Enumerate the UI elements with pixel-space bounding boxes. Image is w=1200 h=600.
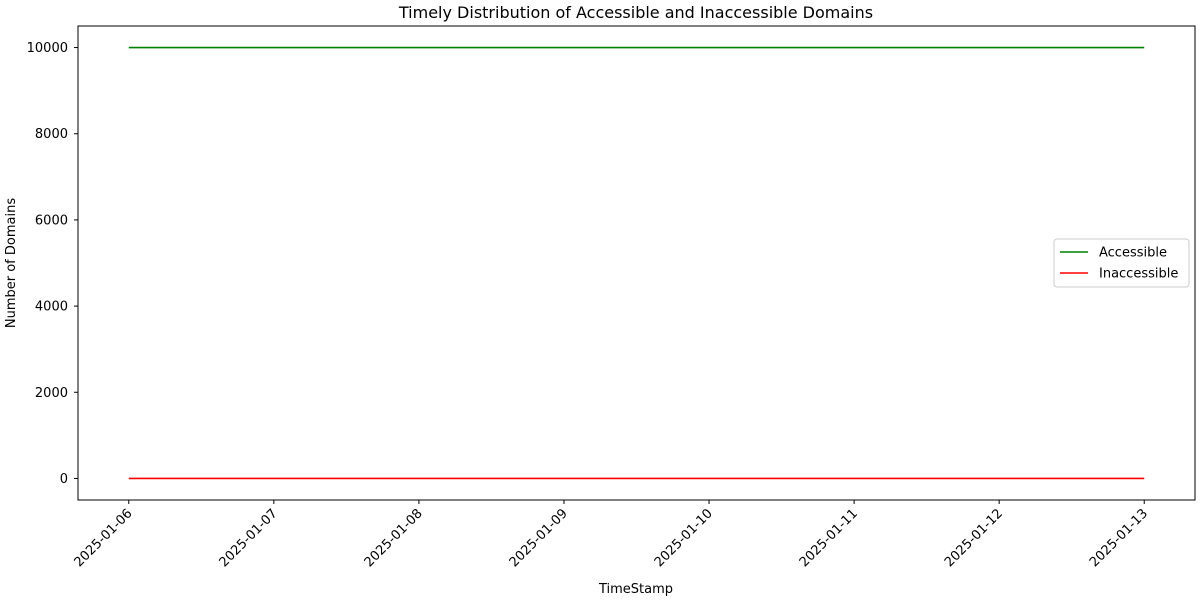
series-lines — [128, 46, 1145, 480]
legend: Accessible Inaccessible — [1053, 238, 1190, 288]
x-tick-label: 2025-01-09 — [507, 506, 571, 570]
legend-label-inaccessible: Inaccessible — [1099, 267, 1178, 282]
y-axis-label: Number of Domains — [4, 198, 19, 328]
x-tick-label: 2025-01-12 — [942, 506, 1006, 570]
x-tick-label: 2025-01-11 — [797, 506, 861, 570]
y-tick-label: 10000 — [27, 41, 68, 56]
x-tick-label: 2025-01-06 — [72, 506, 136, 570]
x-tick-label: 2025-01-13 — [1087, 506, 1151, 570]
x-tick-label: 2025-01-08 — [362, 506, 426, 570]
y-tick-label: 4000 — [35, 300, 68, 315]
chart-title: Timely Distribution of Accessible and In… — [398, 3, 873, 22]
x-tick-label: 2025-01-07 — [217, 506, 281, 570]
plot-area — [77, 25, 1196, 501]
y-tick-label: 0 — [60, 472, 68, 487]
y-tick-label: 8000 — [35, 127, 68, 142]
y-tick-label: 6000 — [35, 213, 68, 228]
x-axis-label: TimeStamp — [598, 582, 673, 597]
x-tick-label: 2025-01-10 — [652, 506, 716, 570]
legend-box — [1053, 238, 1190, 288]
y-axis-ticks: 0 2000 4000 6000 8000 10000 — [27, 41, 78, 487]
x-axis-ticks: 2025-01-06 2025-01-07 2025-01-08 2025-01-09… — [72, 500, 1151, 570]
y-tick-label: 2000 — [35, 386, 68, 401]
legend-label-accessible: Accessible — [1099, 246, 1167, 261]
plot-frame — [77, 25, 1196, 501]
